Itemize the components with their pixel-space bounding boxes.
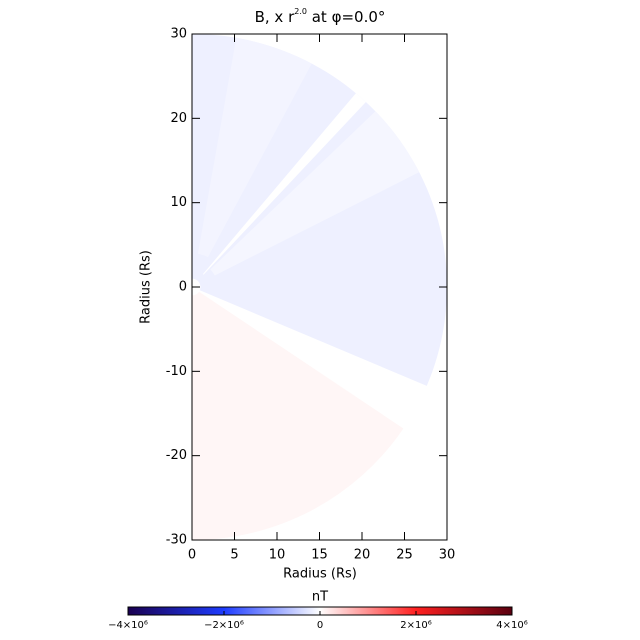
x-tick-label: 25: [396, 548, 413, 563]
y-tick-label: 20: [170, 111, 187, 126]
x-tick-label: 15: [311, 548, 328, 563]
region: [197, 37, 312, 258]
plot-area: [192, 34, 447, 540]
x-axis-label: Radius (Rs): [283, 567, 357, 582]
y-tick-label: 0: [179, 280, 187, 295]
colorbar-label: nT: [312, 590, 328, 605]
colorbar-tick-label: 2×10⁶: [400, 620, 431, 631]
x-tick-label: 20: [354, 548, 371, 563]
x-tick-label: 30: [439, 548, 456, 563]
chart-title: B, x r2.0 at φ=0.0°: [255, 7, 386, 26]
region: [210, 111, 420, 276]
colorbar-tick-label: 4×10⁶: [496, 620, 527, 631]
colorbar-tick-label: 0: [317, 620, 323, 631]
y-tick-label: -10: [166, 364, 187, 379]
colorbar-tick-label: −4×10⁶: [108, 620, 148, 631]
y-tick-label: -30: [166, 533, 187, 548]
y-tick-label: -20: [166, 448, 187, 463]
x-tick-label: 10: [269, 548, 286, 563]
region: [192, 291, 404, 540]
title-text: at φ=0.0°: [307, 8, 385, 26]
title-exponent: 2.0: [294, 7, 307, 16]
y-tick-label: 30: [170, 27, 187, 42]
title-text: B, x r: [255, 8, 295, 26]
region: [202, 93, 366, 275]
x-tick-label: 5: [230, 548, 238, 563]
y-axis-label: Radius (Rs): [139, 250, 154, 324]
colorbar-tick-label: −2×10⁶: [204, 620, 244, 631]
y-tick-label: 10: [170, 195, 187, 210]
x-tick-label: 0: [188, 548, 196, 563]
